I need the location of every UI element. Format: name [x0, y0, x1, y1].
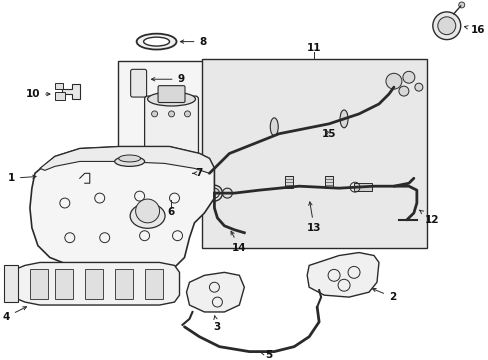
Polygon shape: [306, 253, 378, 297]
Circle shape: [437, 17, 455, 35]
Polygon shape: [40, 147, 214, 173]
Bar: [115, 269, 132, 299]
Bar: [30, 269, 48, 299]
Ellipse shape: [151, 166, 191, 180]
Bar: [325, 176, 332, 188]
Ellipse shape: [119, 155, 141, 162]
Text: 2: 2: [372, 288, 395, 302]
Text: 4: 4: [2, 307, 26, 322]
Circle shape: [432, 12, 460, 40]
Ellipse shape: [143, 37, 169, 46]
Bar: [55, 83, 62, 89]
Circle shape: [135, 199, 159, 223]
Text: 16: 16: [464, 25, 484, 35]
Polygon shape: [61, 84, 80, 99]
Circle shape: [151, 111, 157, 117]
Circle shape: [398, 86, 408, 96]
Circle shape: [402, 71, 414, 83]
Text: 6: 6: [167, 207, 174, 217]
Circle shape: [168, 111, 174, 117]
Ellipse shape: [147, 92, 195, 106]
FancyBboxPatch shape: [158, 86, 184, 103]
Text: 13: 13: [306, 202, 321, 233]
Text: 1: 1: [8, 173, 36, 183]
Circle shape: [414, 83, 422, 91]
Ellipse shape: [339, 110, 347, 128]
Text: 8: 8: [180, 37, 206, 46]
Text: 12: 12: [419, 210, 438, 225]
Text: 3: 3: [213, 316, 221, 332]
Bar: [55, 92, 65, 100]
Bar: [285, 176, 293, 188]
Bar: [55, 269, 73, 299]
Polygon shape: [8, 262, 179, 305]
Bar: [144, 269, 162, 299]
Text: 5: 5: [260, 350, 272, 360]
Circle shape: [209, 188, 219, 198]
Ellipse shape: [115, 157, 144, 166]
Polygon shape: [186, 273, 244, 312]
Circle shape: [458, 2, 464, 8]
Text: 14: 14: [231, 231, 246, 253]
Circle shape: [222, 188, 232, 198]
Polygon shape: [30, 147, 214, 273]
Text: 10: 10: [25, 89, 40, 99]
Ellipse shape: [130, 203, 165, 228]
Text: 9: 9: [151, 74, 184, 84]
Bar: [84, 269, 102, 299]
Text: 11: 11: [306, 42, 321, 53]
Bar: [202, 59, 426, 248]
Circle shape: [385, 73, 401, 89]
FancyBboxPatch shape: [130, 69, 146, 97]
FancyBboxPatch shape: [144, 96, 198, 166]
Text: 7: 7: [192, 168, 203, 178]
Bar: [118, 62, 224, 200]
Circle shape: [184, 111, 190, 117]
Ellipse shape: [157, 169, 185, 177]
Ellipse shape: [270, 118, 278, 136]
Polygon shape: [4, 265, 18, 302]
Ellipse shape: [136, 34, 176, 50]
Text: 15: 15: [321, 129, 336, 139]
Bar: [353, 183, 371, 191]
